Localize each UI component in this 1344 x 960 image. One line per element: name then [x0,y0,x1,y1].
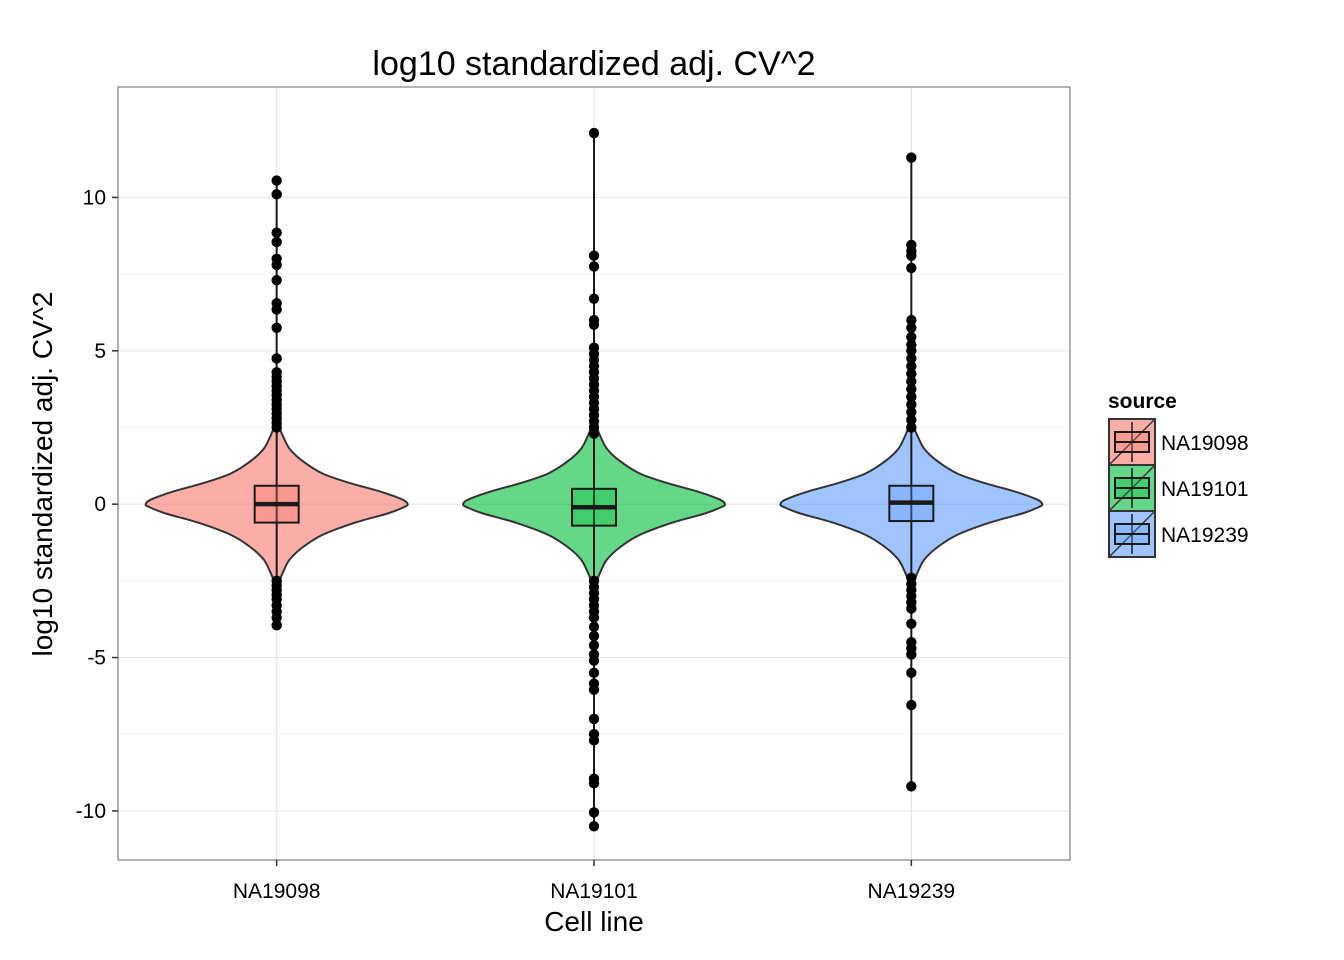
outlier-point [906,781,917,792]
outlier-point [906,250,917,261]
legend-label: NA19098 [1161,432,1249,455]
outlier-point [906,262,917,274]
outlier-point [271,620,282,631]
legend-title: source [1108,390,1177,413]
y-tick-label: 5 [94,340,106,363]
outlier-point [588,735,600,746]
outlier-point [271,259,282,271]
outlier-point [588,612,600,623]
outlier-point [906,391,917,403]
y-axis-title: log10 standardized adj. CV^2 [27,292,58,657]
outlier-point [588,261,600,272]
outlier-point [271,275,282,286]
outlier-point [906,618,917,630]
outlier-point [588,293,600,304]
outlier-point [906,699,917,711]
y-tick-label: -10 [76,800,106,823]
x-axis-title: Cell line [544,906,644,937]
outlier-point [906,414,917,426]
outlier-point [906,314,917,326]
outlier-point [906,406,917,418]
x-tick-label: NA19101 [550,880,638,903]
outlier-point [271,304,282,315]
x-tick-label: NA19098 [233,880,321,903]
outlier-point [906,649,917,660]
outlier-point [906,360,917,372]
outlier-point [906,152,917,163]
outlier-points [271,127,917,832]
legend-label: NA19239 [1161,524,1249,547]
y-tick-label: -5 [87,647,106,670]
outlier-point [271,236,282,248]
chart-title: log10 standardized adj. CV^2 [372,45,815,83]
legend-label: NA19101 [1161,478,1249,501]
outlier-point [588,621,600,633]
outlier-point [271,189,282,200]
outlier-point [588,684,600,695]
outlier-point [906,345,917,357]
outlier-point [906,667,917,679]
outlier-point [906,322,917,333]
legend-entry-NA19101: NA19101 [1108,464,1249,512]
outlier-point [588,428,600,439]
outlier-point [271,612,282,623]
outlier-point [906,399,917,410]
outlier-point [271,353,282,364]
outlier-point [588,807,600,818]
outlier-point [588,655,600,666]
outlier-point [906,368,917,380]
outlier-point [906,376,917,387]
outlier-point [906,383,917,395]
legend: source NA19098 NA19101 NA19239 [1108,390,1249,558]
outlier-point [588,821,600,832]
y-tick-label: 10 [83,186,106,209]
outlier-point [271,422,282,433]
outlier-point [906,353,917,364]
outlier-point [588,250,600,261]
x-axis: NA19098 NA19101 NA19239 [233,860,955,903]
outlier-point [588,667,600,679]
outlier-point [271,322,282,333]
y-tick-label: 0 [94,493,106,516]
outlier-point [588,640,600,651]
outlier-point [271,175,282,186]
outlier-point [588,319,600,330]
outlier-point [271,227,282,238]
y-axis: 10 5 0 -5 -10 [76,186,118,823]
boxplots [253,133,935,827]
outlier-point [588,778,600,789]
outlier-point [588,127,600,139]
x-tick-label: NA19239 [868,880,956,903]
outlier-point [906,603,917,614]
outlier-point [588,630,600,642]
legend-entry-NA19239: NA19239 [1108,510,1249,558]
outlier-point [906,331,917,343]
outlier-point [906,422,917,433]
legend-entry-NA19098: NA19098 [1108,418,1249,466]
outlier-point [588,713,600,725]
